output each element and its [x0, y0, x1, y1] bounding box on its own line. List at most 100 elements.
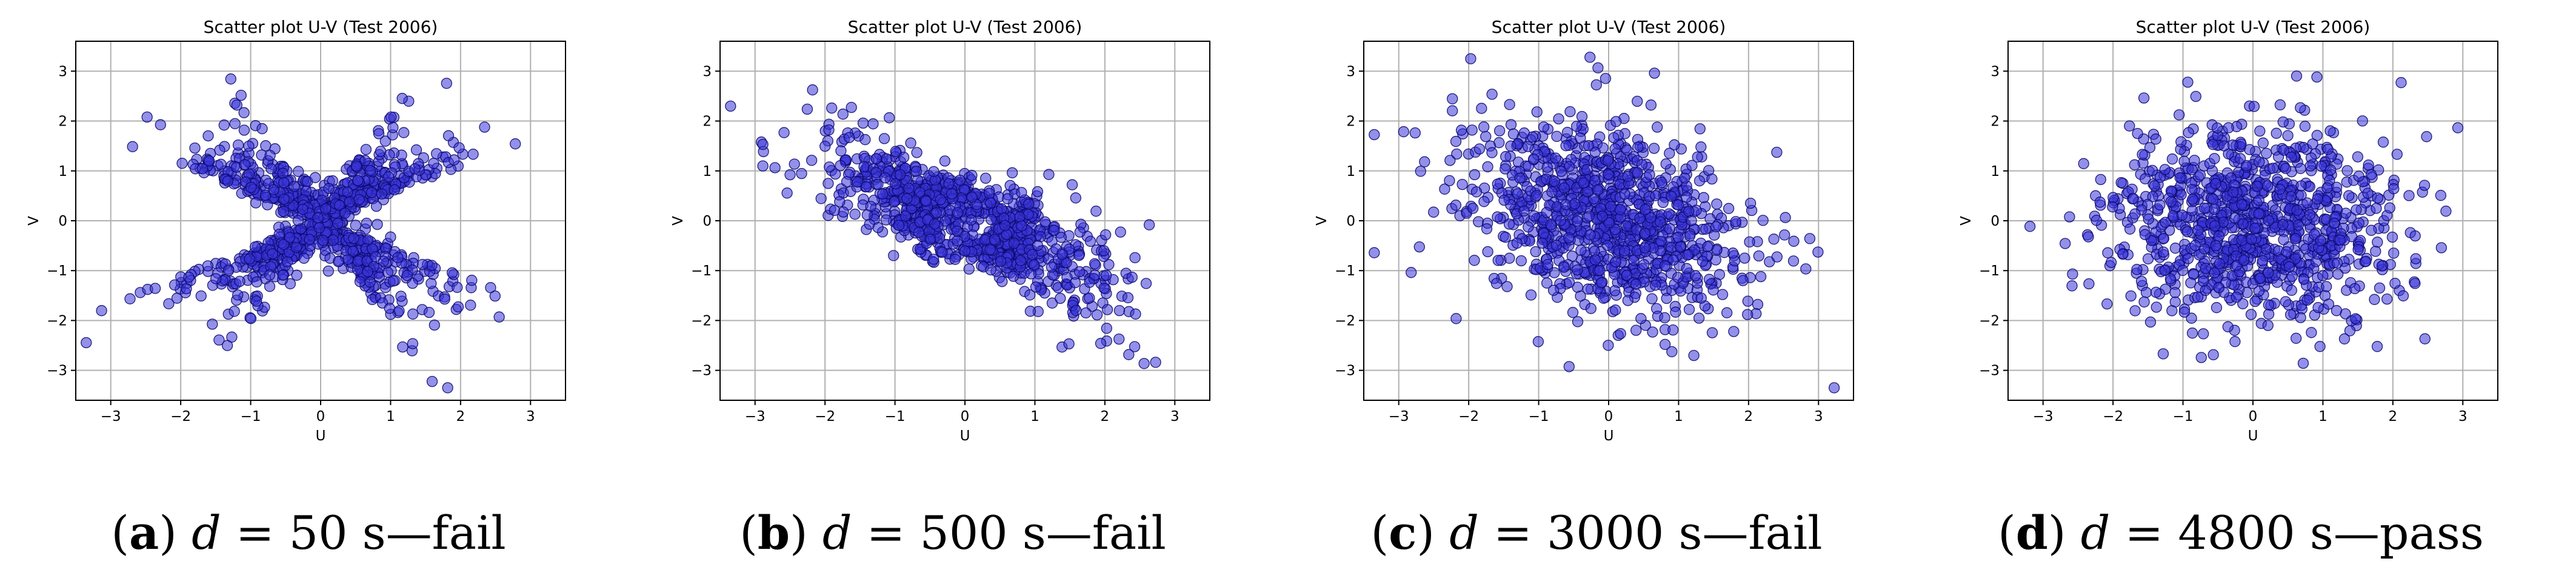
scatter-point	[1620, 220, 1632, 232]
scatter-point	[1113, 333, 1125, 345]
scatter-point	[1500, 232, 1511, 243]
scatter-point	[1101, 323, 1112, 334]
scatter-point	[245, 181, 257, 193]
scatter-point	[323, 183, 335, 194]
scatter-point	[2229, 212, 2241, 224]
scatter-point	[1498, 194, 1510, 206]
scatter-point	[2419, 333, 2431, 344]
scatter-point	[407, 277, 418, 289]
scatter-point	[1150, 357, 1161, 368]
scatter-point	[905, 137, 916, 149]
scatter-point	[204, 155, 215, 167]
scatter-point	[259, 189, 272, 201]
scatter-point	[1640, 204, 1651, 215]
scatter-point	[365, 187, 378, 198]
scatter-point	[1032, 186, 1044, 198]
scatter-point	[1659, 260, 1671, 272]
scatter-point	[251, 276, 262, 288]
scatter-point	[442, 130, 455, 141]
scatter-point	[1503, 218, 1515, 230]
scatter-point	[2164, 273, 2177, 284]
scatter-point	[846, 101, 857, 113]
scatter-point	[2207, 193, 2219, 205]
scatter-point	[2231, 291, 2242, 303]
scatter-point	[264, 150, 276, 161]
scatter-point	[407, 308, 419, 320]
scatter-point	[347, 245, 359, 257]
scatter-point	[2060, 238, 2071, 249]
scatter-point	[372, 218, 383, 230]
scatter-point	[1583, 140, 1595, 152]
scatter-point	[382, 266, 393, 278]
scatter-point	[1634, 212, 1646, 224]
scatter-point	[2064, 211, 2075, 223]
scatter-point	[2105, 257, 2117, 268]
scatter-point	[2360, 255, 2372, 267]
scatter-point	[2107, 201, 2118, 213]
scatter-point	[1514, 172, 1526, 184]
scatter-point	[222, 175, 234, 187]
y-axis-label: V	[26, 216, 42, 226]
scatter-point	[2140, 173, 2151, 184]
y-tick-label: 3	[58, 64, 67, 79]
scatter-point	[1530, 190, 1543, 201]
x-tick-label: 3	[1814, 409, 1823, 425]
scatter-point	[234, 275, 245, 287]
x-tick-label: 1	[2318, 409, 2327, 425]
scatter-point	[929, 218, 941, 230]
scatter-point	[859, 134, 871, 146]
scatter-point	[2328, 217, 2340, 229]
scatter-point	[899, 210, 912, 222]
scatter-point	[1780, 212, 1791, 223]
scatter-point	[2304, 209, 2316, 221]
scatter-point	[984, 244, 996, 255]
scatter-point	[1647, 326, 1658, 338]
scatter-point	[354, 276, 366, 287]
scatter-point	[393, 305, 405, 317]
scatter-point	[2321, 281, 2332, 292]
scatter-point	[837, 109, 849, 120]
scatter-point	[395, 290, 407, 302]
scatter-point	[1672, 232, 1684, 243]
scatter-point	[1492, 178, 1503, 190]
scatter-point	[1518, 205, 1530, 217]
scatter-point	[2372, 237, 2383, 248]
scatter-point	[1721, 307, 1733, 318]
scatter-point	[1645, 99, 1657, 111]
scatter-point	[2343, 190, 2355, 201]
scatter-point	[2349, 283, 2361, 295]
scatter-point	[1023, 198, 1035, 210]
y-tick-label: −2	[691, 313, 712, 329]
scatter-point	[2150, 286, 2162, 298]
scatter-point	[1528, 153, 1540, 165]
scatter-point	[1130, 308, 1141, 320]
scatter-point	[1707, 284, 1719, 296]
y-tick-label: 2	[702, 114, 712, 130]
scatter-point	[2132, 127, 2143, 139]
scatter-point	[1648, 143, 1660, 154]
scatter-point	[924, 233, 936, 245]
scatter-point	[262, 199, 273, 210]
scatter-point	[2186, 327, 2198, 339]
scatter-point	[2301, 294, 2313, 306]
scatter-point	[360, 144, 372, 155]
scatter-point	[979, 234, 991, 246]
scatter-point	[1804, 233, 1816, 244]
scatter-point	[407, 338, 419, 349]
scatter-point	[898, 152, 910, 163]
scatter-point	[2452, 122, 2464, 133]
scatter-point	[1095, 338, 1107, 349]
scatter-point	[1646, 293, 1658, 304]
scatter-point	[452, 281, 463, 293]
scatter-point	[877, 188, 889, 200]
scatter-point	[843, 132, 855, 143]
scatter-point	[1630, 324, 1642, 336]
scatter-point	[807, 84, 818, 96]
scatter-point	[2238, 254, 2250, 266]
scatter-point	[2154, 199, 2166, 211]
scatter-point	[1563, 232, 1575, 244]
scatter-point	[1043, 169, 1055, 180]
scatter-point	[1070, 304, 1082, 317]
scatter-point	[1622, 170, 1633, 183]
scatter-point	[1698, 192, 1709, 203]
